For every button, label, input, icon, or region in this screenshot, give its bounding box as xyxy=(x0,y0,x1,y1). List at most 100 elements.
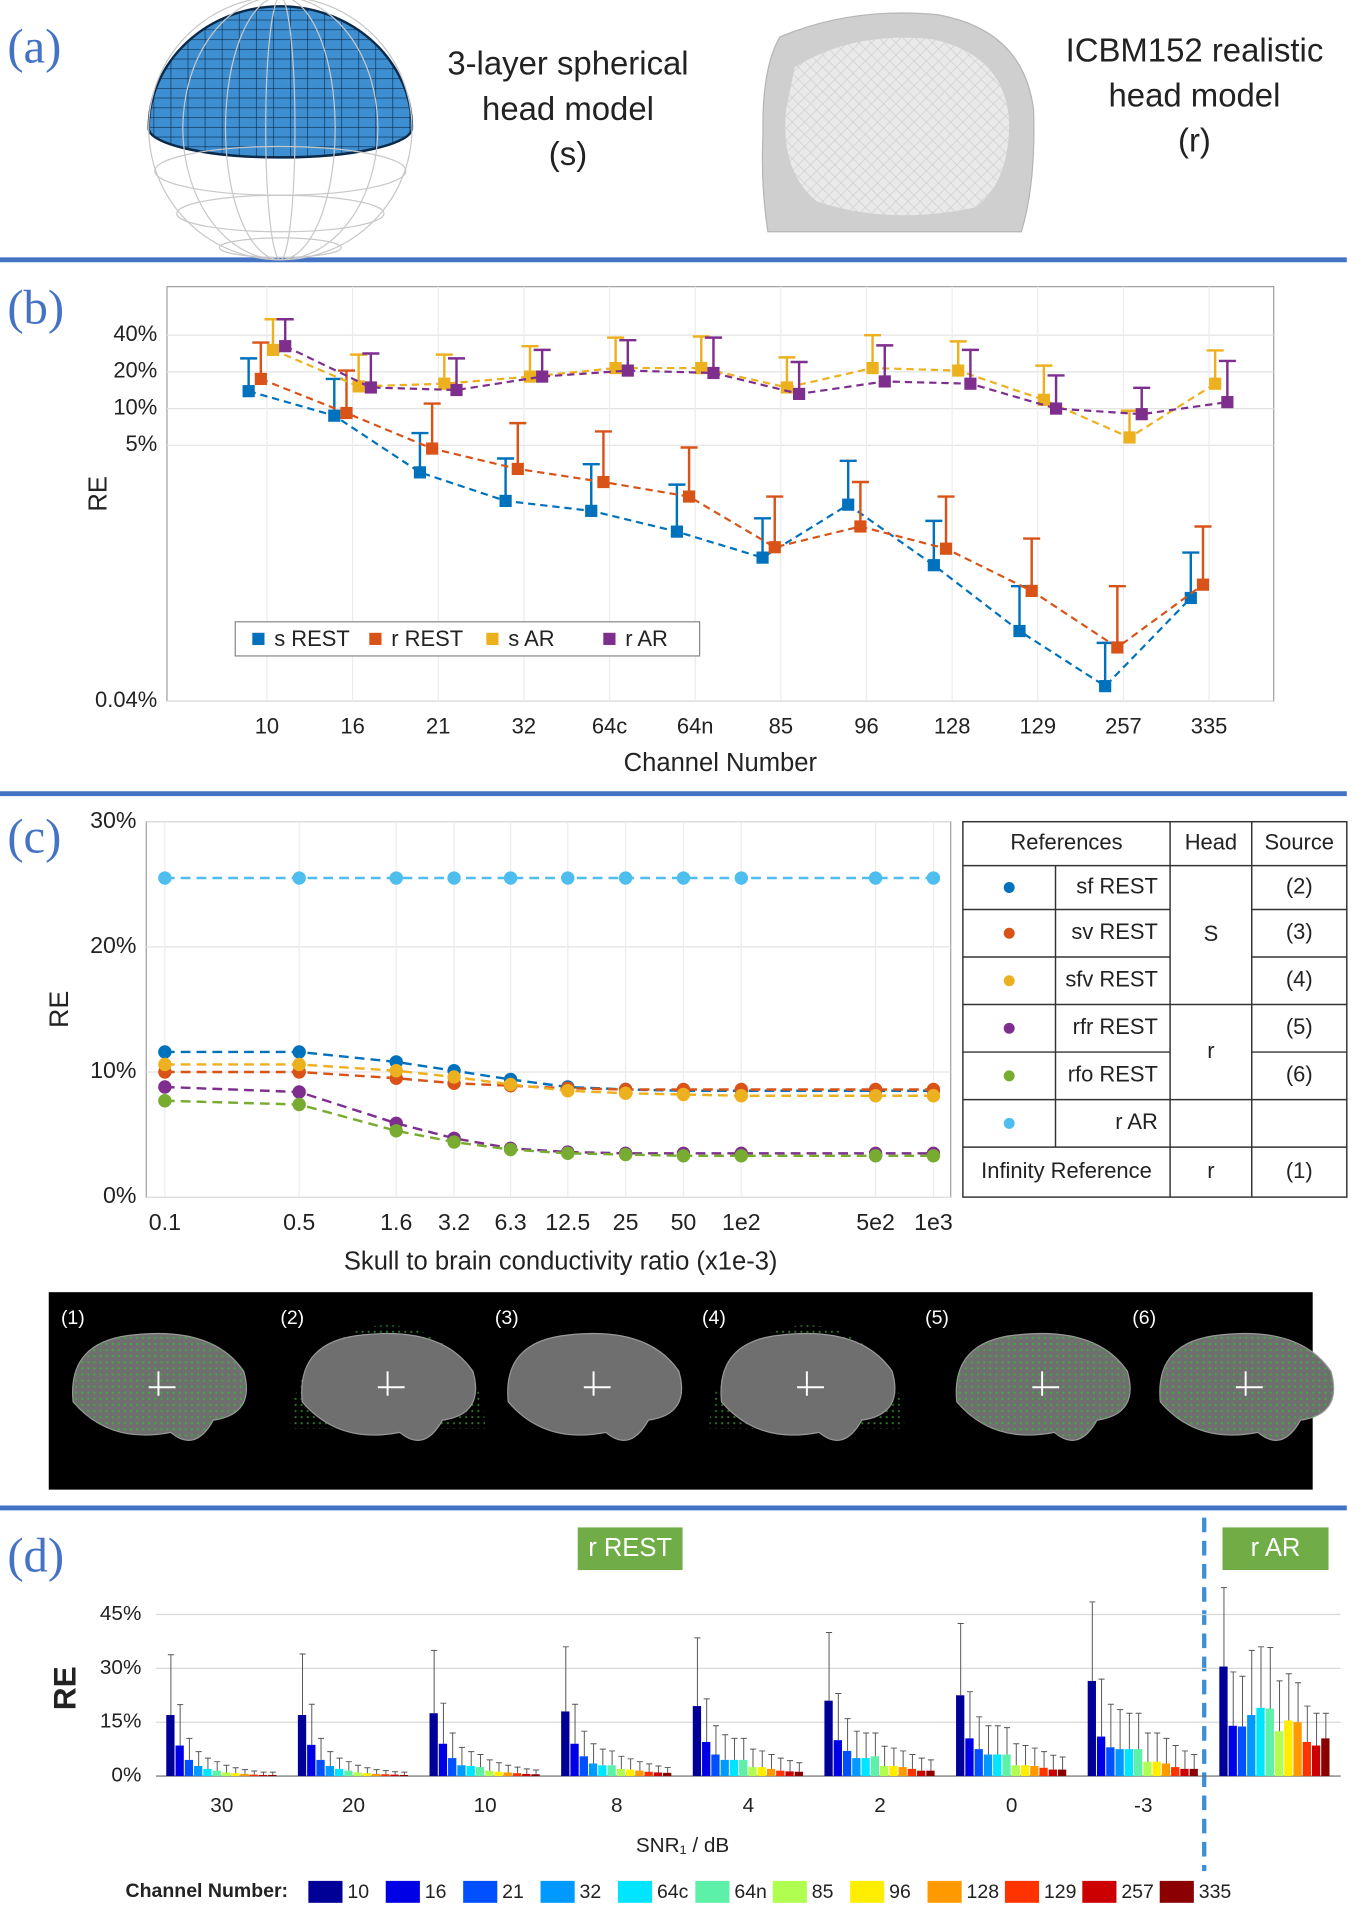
legend-label: 10 xyxy=(347,1881,369,1903)
bar xyxy=(663,1772,672,1777)
error-bar xyxy=(1135,1712,1142,1750)
x-tick-label: 96 xyxy=(854,714,878,739)
bar xyxy=(1293,1722,1302,1777)
y-tick-label: 10% xyxy=(113,394,157,419)
annotation-box xyxy=(577,1527,683,1571)
legend-swatch xyxy=(603,632,616,645)
x-tick-label: 10 xyxy=(255,714,279,739)
marker xyxy=(854,520,867,533)
x-tick-label: 21 xyxy=(426,714,450,739)
error-bar xyxy=(826,1631,833,1701)
marker xyxy=(561,1146,575,1161)
error-bar xyxy=(382,1770,389,1775)
error-bar xyxy=(680,446,698,497)
bar xyxy=(1311,1745,1321,1777)
error-bar xyxy=(401,1771,408,1775)
x-tick-label: 8 xyxy=(611,1794,623,1817)
marker xyxy=(939,542,953,555)
bar xyxy=(166,1715,175,1777)
legend-swatch xyxy=(772,1880,807,1903)
error-bar xyxy=(232,1767,239,1774)
dipole-arrows xyxy=(797,1371,824,1396)
bar xyxy=(1219,1666,1228,1777)
error-bar xyxy=(1267,1647,1274,1709)
bar xyxy=(1152,1761,1161,1777)
marker xyxy=(695,361,708,375)
marker xyxy=(389,1064,403,1078)
bar xyxy=(653,1772,663,1777)
error-bar xyxy=(844,1718,851,1751)
bar xyxy=(184,1759,194,1777)
marker xyxy=(536,370,549,383)
error-bar xyxy=(1218,359,1236,403)
y-tick-label: 10% xyxy=(90,1057,136,1083)
legend-label: sfv REST xyxy=(1065,967,1158,992)
legend-label: s AR xyxy=(508,626,554,651)
bar xyxy=(429,1713,438,1777)
series-line xyxy=(272,348,1216,439)
model-text: (s) xyxy=(549,135,587,172)
error-bar xyxy=(1182,551,1200,598)
error-bar xyxy=(594,430,612,483)
error-bar xyxy=(505,1764,512,1773)
error-bar xyxy=(1295,1682,1302,1723)
bar xyxy=(739,1759,748,1777)
error-bar xyxy=(1096,641,1114,687)
error-bar xyxy=(957,1622,964,1696)
error-bar xyxy=(694,1637,701,1707)
legend-label: 16 xyxy=(425,1881,447,1903)
bar xyxy=(889,1766,898,1777)
bar xyxy=(1189,1768,1198,1777)
bar xyxy=(983,1754,993,1777)
error-bar xyxy=(712,1725,719,1755)
x-tick-label: 50 xyxy=(671,1209,697,1235)
x-tick-label: 64n xyxy=(677,714,714,739)
marker xyxy=(450,383,463,397)
error-bar xyxy=(927,1759,934,1771)
table-cell: r xyxy=(1207,1158,1214,1183)
bar xyxy=(907,1768,917,1777)
marker xyxy=(926,871,941,885)
x-tick-label: 1.6 xyxy=(380,1209,412,1235)
bar xyxy=(221,1772,231,1777)
sphere-model xyxy=(147,0,414,261)
marker xyxy=(734,871,748,885)
legend-swatch xyxy=(1082,1880,1117,1903)
bar xyxy=(1124,1749,1134,1777)
bar xyxy=(1302,1741,1311,1777)
series-line xyxy=(260,377,1204,649)
error-bar xyxy=(449,1732,456,1759)
legend-swatch xyxy=(540,1880,575,1903)
legend-swatch xyxy=(252,632,265,645)
bar xyxy=(926,1770,935,1777)
x-tick-label: 12.5 xyxy=(545,1209,590,1235)
table-cell: (2) xyxy=(1286,873,1313,898)
x-tick-label: 1e2 xyxy=(722,1209,761,1235)
marker xyxy=(927,559,940,572)
marker xyxy=(676,1087,691,1102)
x-tick-label: 0.1 xyxy=(149,1209,181,1235)
marker xyxy=(868,1089,883,1103)
error-bar xyxy=(214,1761,221,1771)
error-bar xyxy=(337,369,356,414)
bar xyxy=(570,1743,579,1777)
error-bar xyxy=(532,1769,540,1775)
error-bar xyxy=(900,1750,907,1768)
bar xyxy=(316,1759,325,1777)
bar xyxy=(1020,1765,1030,1777)
error-bar xyxy=(299,1653,306,1716)
bar xyxy=(1171,1767,1180,1777)
error-bar xyxy=(251,1770,258,1775)
error-bar xyxy=(1089,1601,1096,1681)
bar xyxy=(644,1771,653,1777)
marker xyxy=(1111,641,1124,654)
bar xyxy=(1161,1763,1171,1777)
bar xyxy=(371,1773,381,1777)
marker xyxy=(503,1077,518,1092)
marker xyxy=(242,385,255,398)
error-bar xyxy=(336,1757,343,1769)
x-tick-label: 335 xyxy=(1191,714,1228,739)
panel-label: (a) xyxy=(7,20,61,74)
model-text: 3-layer spherical xyxy=(447,45,688,82)
annotation-box xyxy=(1222,1527,1329,1571)
